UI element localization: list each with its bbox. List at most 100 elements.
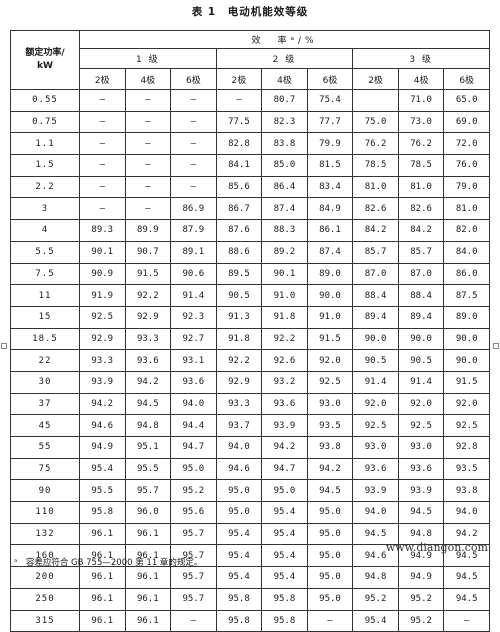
left-edge-marker (1, 343, 7, 349)
efficiency-cell: 94.0 (170, 392, 217, 416)
efficiency-cell: 95.7 (170, 566, 217, 589)
efficiency-cell: 91.3 (215, 305, 263, 329)
rated-power-cell: 250 (10, 587, 80, 611)
efficiency-cell: 91.8 (261, 305, 308, 329)
rated-power-cell: 18.5 (10, 327, 80, 351)
efficiency-cell: 93.3 (215, 392, 263, 416)
efficiency-cell: 91.4 (397, 370, 445, 394)
table-row: 2.2— — —85.6 86.4 83.4 81.0 81.0 79.0 (10, 175, 490, 199)
efficiency-cell: 90.5 (397, 349, 445, 372)
pole-header: 6极 (443, 68, 490, 90)
efficiency-cell: 65.0 (443, 89, 490, 112)
table-row: 315 96.1 96.1—95.8 95.8—95.4 95.2— (10, 609, 490, 632)
efficiency-cell: 94.5 (124, 392, 172, 416)
rated-power-cell: 132 (10, 522, 80, 546)
rated-power-cell: 15 (10, 305, 80, 329)
efficiency-cell: 91.9 (79, 284, 126, 307)
rated-power-header: 额定功率/kW (10, 30, 80, 90)
efficiency-cell: 95.0 (215, 479, 263, 503)
efficiency-cell: 95.0 (170, 457, 217, 481)
efficiency-cell: 89.2 (261, 240, 308, 264)
pole-header: 2极 (352, 68, 399, 90)
efficiency-cell: 90.1 (261, 262, 308, 286)
efficiency-cell: 95.8 (261, 609, 308, 632)
efficiency-cell: 95.1 (124, 436, 172, 459)
efficiency-cell: 95.4 (79, 457, 126, 481)
efficiency-cell: 93.6 (261, 392, 308, 416)
efficiency-cell: 93.6 (124, 349, 172, 372)
rated-power-cell: 75 (10, 457, 80, 481)
efficiency-cell: 93.6 (352, 457, 399, 481)
grade-header-2: 2 级 (215, 48, 354, 69)
efficiency-cell: 95.4 (352, 609, 399, 632)
rated-power-cell: 0.75 (10, 110, 80, 134)
efficiency-cell: 90.9 (79, 262, 126, 286)
efficiency-cell: 94.0 (352, 501, 399, 524)
efficiency-cell: — (306, 609, 354, 632)
efficiency-cell: 86.9 (170, 197, 217, 221)
efficiency-cell: 94.5 (306, 479, 354, 503)
watermark: www.diangon.com (385, 541, 488, 554)
efficiency-cell: 91.0 (261, 284, 308, 307)
table-row: 18.5 92.9 93.3 92.7 91.8 92.2 91.5 90.0 90.0 90.0 (10, 327, 490, 351)
efficiency-cell: 87.0 (397, 262, 445, 286)
table-row: 1.1— — —82.8 83.8 79.9 76.2 76.2 72.0 (10, 132, 490, 156)
efficiency-cell: — (79, 197, 126, 221)
efficiency-cell: 90.1 (79, 240, 126, 264)
efficiency-cell: 93.3 (79, 349, 126, 372)
efficiency-cell: — (79, 175, 126, 199)
efficiency-cell: 95.0 (306, 566, 354, 589)
efficiency-cell: 95.4 (261, 522, 308, 546)
efficiency-cell: 95.8 (79, 501, 126, 524)
efficiency-cell: 78.5 (397, 154, 445, 177)
pole-header: 2极 (215, 68, 263, 90)
efficiency-cell: 92.5 (397, 414, 445, 437)
efficiency-cell: — (79, 154, 126, 177)
efficiency-cell: 86.0 (443, 262, 490, 286)
table-row: 1.5— — —84.1 85.0 81.5 78.5 78.5 76.0 (10, 154, 490, 177)
rated-power-cell: 5.5 (10, 240, 80, 264)
efficiency-cell: 86.4 (261, 175, 308, 199)
table-row: 5.5 90.1 90.7 89.1 88.6 89.2 87.4 85.7 85.7 84.0 (10, 240, 490, 264)
efficiency-cell: 89.1 (170, 240, 217, 264)
efficiency-cell: 94.8 (124, 414, 172, 437)
efficiency-cell: 82.3 (261, 110, 308, 134)
efficiency-cell: 94.2 (306, 457, 354, 481)
rated-power-cell: 55 (10, 436, 80, 459)
efficiency-cell: 91.4 (170, 284, 217, 307)
efficiency-cell: 94.2 (124, 370, 172, 394)
efficiency-cell: 96.1 (124, 609, 172, 632)
table-row: 7.5 90.9 91.5 90.6 89.5 90.1 89.0 87.0 87.0 86.0 (10, 262, 490, 286)
efficiency-cell: 89.4 (352, 305, 399, 329)
efficiency-cell: 95.4 (261, 566, 308, 589)
efficiency-cell: 95.4 (215, 522, 263, 546)
pole-header: 6极 (306, 68, 354, 90)
efficiency-cell: 94.9 (79, 436, 126, 459)
efficiency-cell: — (170, 132, 217, 156)
efficiency-cell: 82.6 (397, 197, 445, 221)
efficiency-cell: 93.7 (215, 414, 263, 437)
efficiency-cell: 87.4 (261, 197, 308, 221)
efficiency-cell: 92.0 (306, 349, 354, 372)
efficiency-cell: 92.9 (124, 305, 172, 329)
efficiency-cell: 94.5 (397, 501, 445, 524)
efficiency-cell: 96.1 (79, 522, 126, 546)
rated-power-cell: 2.2 (10, 175, 80, 199)
efficiency-cell: 95.0 (306, 544, 354, 568)
efficiency-cell: 92.5 (79, 305, 126, 329)
efficiency-cell: 93.3 (124, 327, 172, 351)
efficiency-cell: 95.4 (215, 566, 263, 589)
efficiency-cell: — (170, 154, 217, 177)
efficiency-cell: 93.5 (443, 457, 490, 481)
efficiency-cell: 79.0 (443, 175, 490, 199)
efficiency-cell: 84.9 (306, 197, 354, 221)
rated-power-cell: 3 (10, 197, 80, 221)
efficiency-cell: 81.5 (306, 154, 354, 177)
efficiency-cell: 90.0 (397, 327, 445, 351)
efficiency-cell: 73.0 (397, 110, 445, 134)
efficiency-cell: 92.0 (443, 392, 490, 416)
efficiency-cell: 92.9 (79, 327, 126, 351)
efficiency-cell: 85.7 (352, 240, 399, 264)
efficiency-cell: 92.0 (352, 392, 399, 416)
rated-power-cell: 90 (10, 479, 80, 503)
